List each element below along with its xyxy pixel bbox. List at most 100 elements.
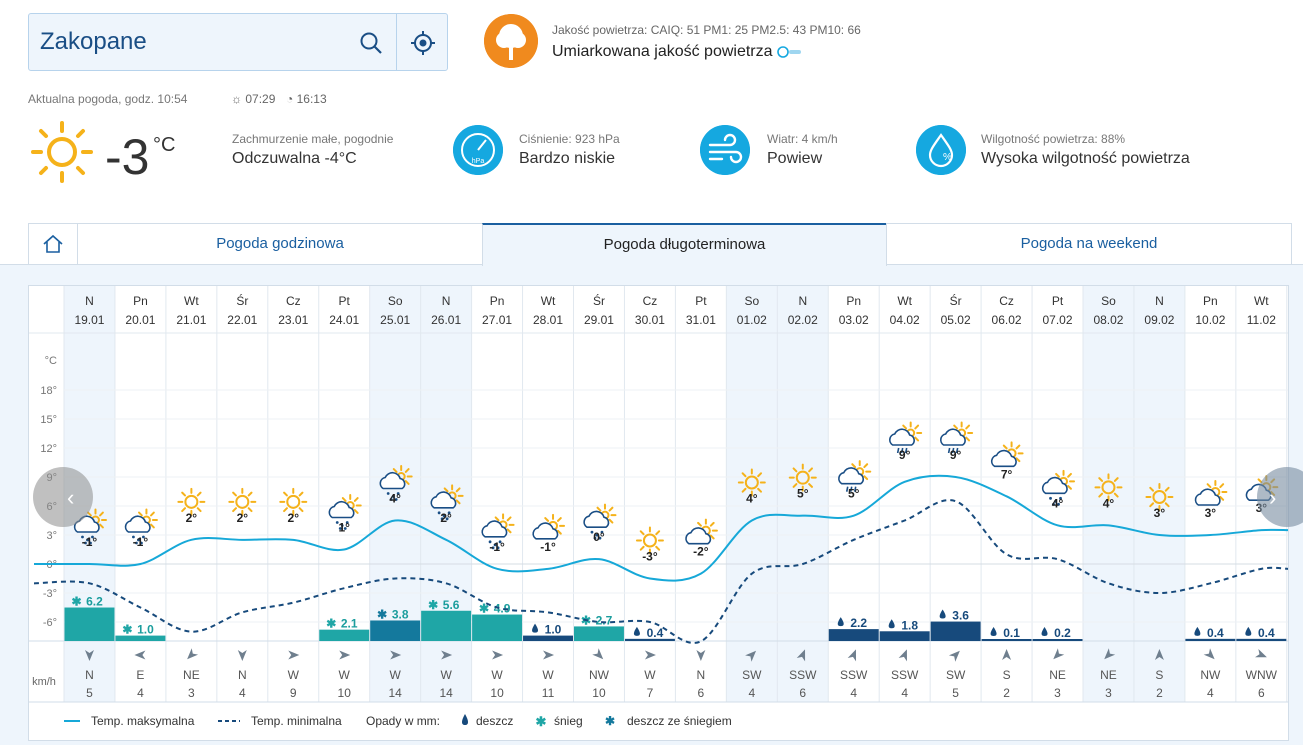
wind-direction: W: [390, 668, 402, 682]
precip-label: 0.1: [1003, 626, 1020, 640]
legend-max-label: Temp. maksymalna: [91, 714, 195, 728]
locate-icon[interactable]: [410, 30, 436, 56]
precip-label: 1.0: [137, 623, 154, 637]
air-quality-status[interactable]: Umiarkowana jakość powietrza: [552, 43, 803, 61]
wind-arrow-icon: [898, 649, 907, 662]
search-icon[interactable]: [359, 31, 383, 55]
precip-bar: [1032, 639, 1083, 641]
day-date: 24.01: [329, 313, 359, 327]
day-name: So: [744, 294, 759, 308]
temp-label: 0°: [593, 530, 605, 544]
temp-label: 4°: [1052, 496, 1064, 510]
weekend-shade: [1133, 286, 1185, 702]
temp-label: 2°: [237, 511, 249, 525]
precip-type-icon: ✱: [428, 598, 438, 612]
day-name: Wt: [184, 294, 199, 308]
y-tick-label: 12°: [40, 443, 57, 455]
temperature-unit: °C: [153, 134, 176, 156]
wind-arrow-icon: [187, 648, 199, 660]
sunset-icon: ◔: [286, 92, 294, 106]
wind-arrow-icon: [441, 650, 453, 660]
precip-bar: [879, 631, 930, 641]
y-axis-unit: °C: [45, 355, 57, 367]
wind-arrow-icon: [543, 650, 555, 660]
wind-arrow-icon: [847, 649, 857, 662]
day-date: 11.02: [1247, 313, 1276, 327]
tab-hourly[interactable]: Pogoda godzinowa: [77, 223, 483, 265]
wind-speed: 9: [290, 686, 297, 700]
snow-cloud-icon: [583, 503, 617, 540]
snow-cloud-icon: [481, 513, 515, 550]
wind-direction: S: [1155, 668, 1163, 682]
sun-icon: [177, 487, 206, 516]
sun-icon: [31, 121, 93, 183]
scroll-right-button[interactable]: ›: [1257, 467, 1303, 527]
wind-speed: 14: [388, 686, 402, 700]
wind-direction: SSW: [891, 668, 919, 682]
day-name: Śr: [950, 293, 962, 308]
precip-label: 2.1: [341, 617, 358, 631]
wind-speed: 4: [137, 686, 144, 700]
wind-speed: 7: [647, 686, 654, 700]
wind-arrow-icon: [1104, 648, 1116, 660]
precip-bar: [523, 635, 573, 641]
snow-cloud-icon: [124, 508, 158, 545]
air-quality-tree-icon: [484, 14, 538, 68]
wind-arrow-icon: [745, 650, 757, 662]
wind-direction: SW: [742, 668, 762, 682]
precip-label: 3.6: [952, 609, 969, 623]
legend-mix-icon: ✱: [605, 714, 615, 728]
raindrop-icon: [990, 627, 997, 636]
search-input[interactable]: Zakopane: [40, 28, 147, 55]
wind-speed: 3: [188, 686, 195, 700]
wind-arrow-icon: [948, 650, 960, 662]
feels-like: Odczuwalna -4°C: [232, 150, 357, 167]
pressure-value: Bardzo niskie: [519, 150, 616, 167]
wind-direction: NE: [1100, 668, 1117, 682]
day-name: Śr: [593, 293, 605, 308]
temp-label: 9°: [950, 448, 962, 462]
sunset-time: ◔ 16:13: [286, 92, 327, 106]
day-date: 05.02: [941, 313, 971, 327]
current-temperature: -3: [105, 129, 150, 185]
precip-bar: [472, 614, 523, 641]
precip-bar: [1185, 638, 1236, 641]
temp-label: 5°: [848, 487, 860, 501]
wind-speed: 4: [901, 686, 908, 700]
day-name: Wt: [541, 294, 556, 308]
search-divider: [396, 14, 397, 70]
temp-label: -3°: [642, 550, 658, 564]
search-box[interactable]: Zakopane: [28, 13, 448, 71]
scroll-left-button[interactable]: ‹: [33, 467, 93, 527]
precip-label: 0.4: [1258, 626, 1275, 640]
precip-label: 0.4: [1207, 626, 1224, 640]
precip-bar: [319, 629, 370, 641]
cloud-sun-icon: [990, 441, 1024, 468]
wind-speed: 11: [542, 686, 555, 700]
tab-long-term[interactable]: Pogoda długoterminowa: [482, 223, 887, 266]
raindrop-icon: [1041, 627, 1048, 636]
day-date: 25.01: [380, 313, 410, 327]
humidity-icon: %: [916, 125, 966, 175]
tab-home[interactable]: [28, 223, 78, 265]
forecast-panel: [28, 285, 1289, 741]
weekend-shade: [777, 286, 829, 702]
wind-speed: 10: [490, 686, 504, 700]
precip-label: 1.0: [545, 623, 562, 637]
tab-weekend[interactable]: Pogoda na weekend: [886, 223, 1292, 265]
temp-label: -1°: [133, 535, 149, 549]
precip-label: 4.9: [494, 602, 511, 616]
day-date: 19.01: [74, 313, 104, 327]
precip-bar: [115, 635, 166, 641]
raindrop-icon: [532, 623, 539, 633]
y-tick-label: -3°: [43, 588, 57, 600]
day-date: 27.01: [482, 313, 512, 327]
day-name: Wt: [1254, 294, 1269, 308]
temp-label: 5°: [797, 487, 809, 501]
wind-arrow-icon: [1255, 648, 1267, 658]
precip-bar: [64, 607, 115, 641]
wind-direction: N: [85, 668, 94, 682]
wind-speed: 4: [850, 686, 857, 700]
legend-rain-icon: [462, 714, 468, 725]
temp-label: 1°: [338, 521, 350, 535]
